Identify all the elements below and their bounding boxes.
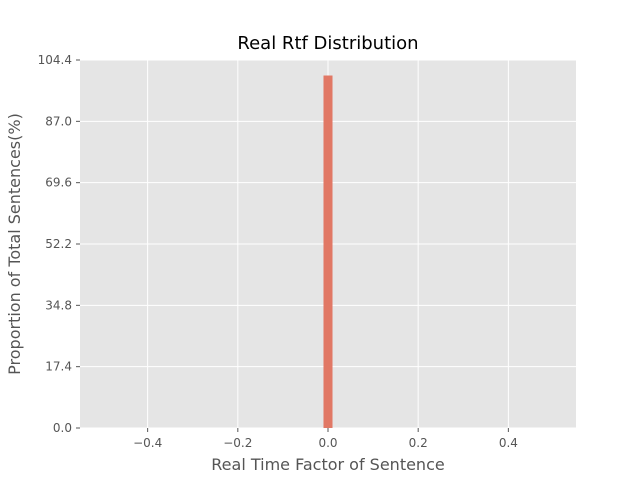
x-tick-label: 0.0 — [318, 436, 337, 450]
x-tick-label: 0.4 — [499, 436, 518, 450]
bar — [323, 75, 333, 428]
y-tick-label: 69.6 — [45, 176, 72, 190]
x-tick-label: 0.2 — [409, 436, 428, 450]
chart-title: Real Rtf Distribution — [237, 33, 418, 54]
x-tick-label: −0.2 — [223, 436, 252, 450]
x-tick-label: −0.4 — [133, 436, 162, 450]
y-tick-label: 52.2 — [45, 237, 72, 251]
y-tick-label: 87.0 — [45, 114, 72, 128]
y-tick-label: 34.8 — [45, 298, 72, 312]
y-axis-ticks: 0.0 17.4 34.8 52.2 69.6 87.0 104.4 — [38, 53, 80, 435]
x-axis-label: Real Time Factor of Sentence — [211, 455, 444, 474]
x-axis-ticks: −0.4 −0.2 0.0 0.2 0.4 — [133, 428, 518, 450]
y-axis-label: Proportion of Total Sentences(%) — [5, 113, 24, 375]
bars — [323, 75, 333, 428]
y-tick-label: 17.4 — [45, 360, 72, 374]
y-tick-label: 0.0 — [53, 421, 72, 435]
y-tick-label: 104.4 — [38, 53, 72, 67]
